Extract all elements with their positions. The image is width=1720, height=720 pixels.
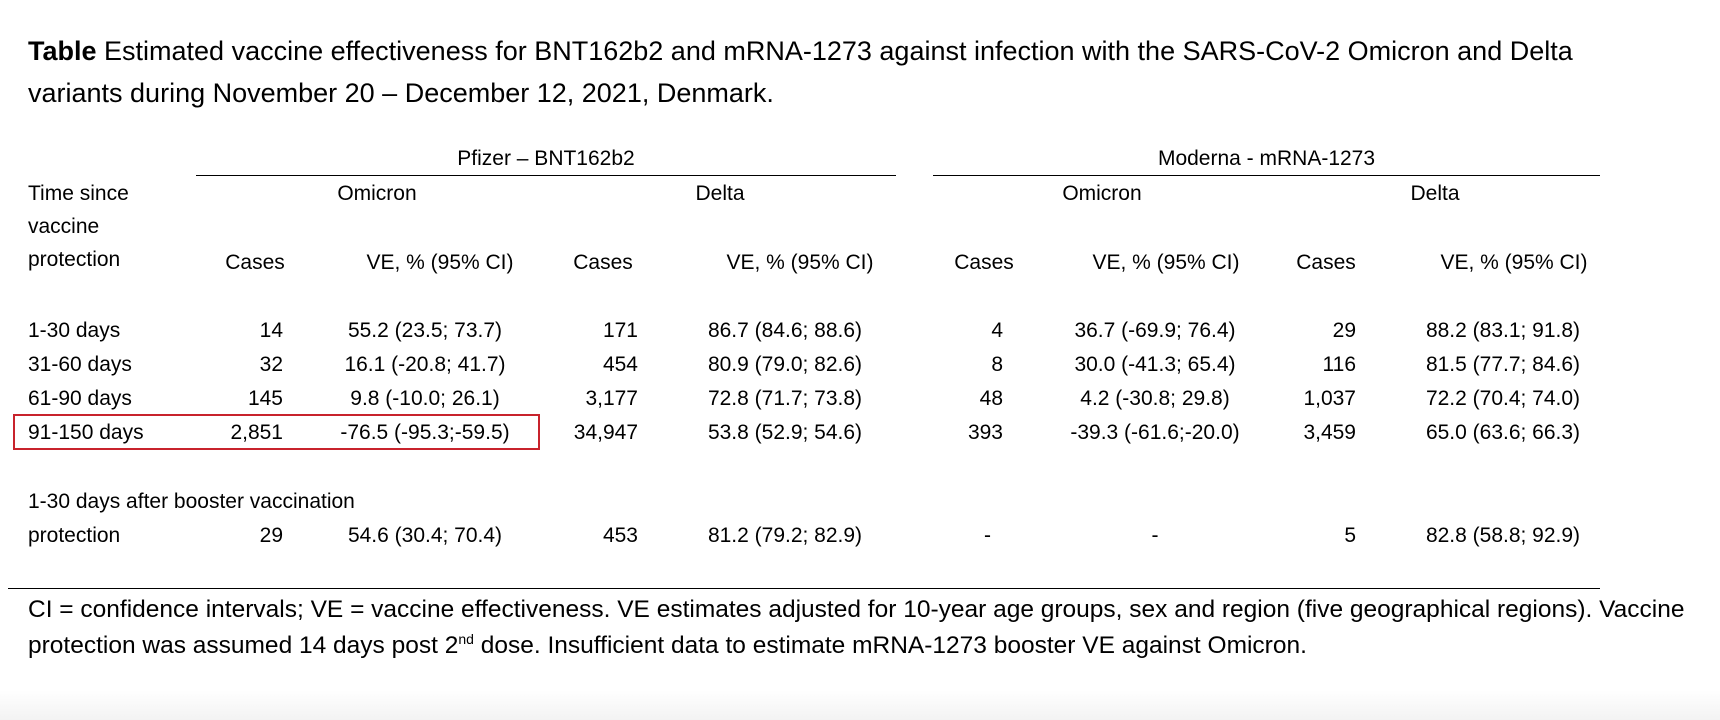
- cell-ve: 36.7 (-69.9; 76.4): [1074, 319, 1236, 342]
- row-label: 61-90 days: [28, 387, 132, 410]
- group-rule-pfizer: [196, 175, 896, 176]
- group-header-pfizer: Pfizer – BNT162b2: [457, 147, 635, 170]
- cell-cases: 29: [259, 524, 283, 547]
- cell-ve: 30.0 (-41.3; 65.4): [1074, 353, 1236, 376]
- cell-ve: 72.2 (70.4; 74.0): [1425, 387, 1581, 410]
- cell-cases: 4: [991, 319, 1003, 342]
- variant-header-moderna-delta: Delta: [1410, 182, 1460, 205]
- col-header-ve: VE, % (95% CI): [726, 251, 874, 274]
- cell-cases: 453: [602, 524, 638, 547]
- cell-cases: 14: [259, 319, 283, 342]
- group-rule-moderna: [933, 175, 1600, 176]
- cell-ve: 55.2 (23.5; 73.7): [347, 319, 503, 342]
- cell-ve: 4.2 (-30.8; 29.8): [1080, 387, 1230, 410]
- cell-cases: 29: [1332, 319, 1356, 342]
- cell-cases: 3,177: [585, 387, 638, 410]
- row-header-line3: protection: [28, 248, 121, 271]
- cell-cases: 393: [967, 421, 1003, 444]
- col-header-ve: VE, % (95% CI): [1092, 251, 1240, 274]
- cell-cases: 3,459: [1303, 421, 1356, 444]
- cell-cases: 145: [247, 387, 283, 410]
- cell-cases: 1,037: [1303, 387, 1356, 410]
- col-header-cases: Cases: [1296, 251, 1356, 274]
- cell-ve: 9.8 (-10.0; 26.1): [350, 387, 500, 410]
- cell-ve: -76.5 (-95.3;-59.5): [340, 421, 510, 444]
- cell-cases: 5: [1344, 524, 1356, 547]
- cell-ve: -: [1151, 524, 1159, 547]
- col-header-ve: VE, % (95% CI): [1440, 251, 1588, 274]
- cell-ve: 80.9 (79.0; 82.6): [707, 353, 863, 376]
- table-footnote: CI = confidence intervals; VE = vaccine …: [28, 592, 1688, 664]
- footnote-text-1: CI = confidence intervals; VE = vaccine …: [28, 596, 1685, 659]
- table-bottom-rule: [8, 588, 1600, 589]
- row-header-line2: vaccine: [28, 215, 100, 238]
- cell-ve: 88.2 (83.1; 91.8): [1425, 319, 1581, 342]
- row-label: 1-30 days: [28, 319, 121, 342]
- footnote-text-2: dose. Insufficient data to estimate mRNA…: [473, 632, 1307, 659]
- cell-ve: -39.3 (-61.6;-20.0): [1070, 421, 1240, 444]
- col-header-ve: VE, % (95% CI): [366, 251, 514, 274]
- table-caption: Table Estimated vaccine effectiveness fo…: [28, 30, 1668, 114]
- cell-ve: 72.8 (71.7; 73.8): [707, 387, 863, 410]
- cell-cases: 2,851: [230, 421, 283, 444]
- row-header-line1: Time since: [28, 182, 129, 205]
- cell-ve: 82.8 (58.8; 92.9): [1425, 524, 1581, 547]
- cell-ve: 81.5 (77.7; 84.6): [1425, 353, 1581, 376]
- row-label: 91-150 days: [28, 421, 144, 444]
- cell-ve: 65.0 (63.6; 66.3): [1425, 421, 1581, 444]
- variant-header-pfizer-delta: Delta: [695, 182, 745, 205]
- cell-cases: 32: [259, 353, 283, 376]
- row-label: 31-60 days: [28, 353, 132, 376]
- cell-ve: 16.1 (-20.8; 41.7): [344, 353, 506, 376]
- booster-label-line2: protection: [28, 524, 121, 547]
- caption-label: Table: [28, 36, 97, 66]
- cell-cases: 34,947: [573, 421, 638, 444]
- cell-ve: 53.8 (52.9; 54.6): [707, 421, 863, 444]
- highlight-box: [13, 414, 540, 450]
- footnote-superscript: nd: [458, 630, 474, 647]
- cell-cases: 454: [602, 353, 638, 376]
- cell-cases: 8: [991, 353, 1003, 376]
- cell-ve: 81.2 (79.2; 82.9): [707, 524, 863, 547]
- variant-header-pfizer-omicron: Omicron: [337, 182, 417, 205]
- cell-cases: 116: [1322, 353, 1356, 376]
- group-header-moderna: Moderna - mRNA-1273: [1157, 147, 1376, 170]
- variant-header-moderna-omicron: Omicron: [1062, 182, 1142, 205]
- cell-cases: 48: [979, 387, 1003, 410]
- caption-text: Estimated vaccine effectiveness for BNT1…: [28, 36, 1573, 108]
- cell-ve: 54.6 (30.4; 70.4): [347, 524, 503, 547]
- col-header-cases: Cases: [225, 251, 285, 274]
- cell-ve: 86.7 (84.6; 88.6): [707, 319, 863, 342]
- cell-cases: -: [984, 524, 991, 547]
- col-header-cases: Cases: [573, 251, 633, 274]
- cell-cases: 171: [602, 319, 638, 342]
- bottom-edge: [0, 690, 1720, 720]
- booster-label-line1: 1-30 days after booster vaccination: [28, 490, 355, 513]
- col-header-cases: Cases: [954, 251, 1014, 274]
